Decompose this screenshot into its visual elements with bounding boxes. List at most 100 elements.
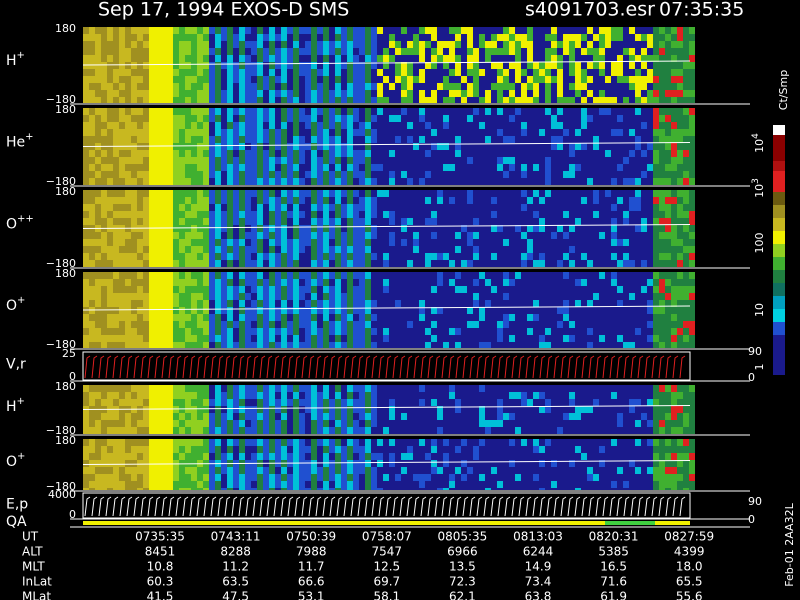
spec-cell [221, 328, 227, 335]
spec-cell [107, 260, 113, 267]
spec-cell [131, 246, 137, 253]
spec-cell [281, 108, 287, 115]
spec-cell [377, 239, 383, 246]
spec-cell [623, 97, 629, 103]
spec-cell [623, 246, 629, 253]
spec-cell [209, 246, 215, 253]
spec-cell [161, 157, 167, 164]
spec-cell [599, 143, 605, 150]
spec-cell [287, 253, 293, 260]
spec-cell [281, 83, 287, 90]
spec-cell [377, 427, 383, 434]
spec-cell [383, 150, 389, 157]
spec-cell [95, 286, 101, 293]
spec-cell [203, 293, 209, 300]
spec-cell [377, 399, 383, 406]
spec-cell [419, 328, 425, 335]
spec-cell [593, 204, 599, 211]
spec-cell [575, 293, 581, 300]
spec-cell [227, 178, 233, 185]
spec-cell [95, 420, 101, 427]
spec-cell [383, 62, 389, 69]
spec-cell [191, 171, 197, 178]
spec-cell [179, 171, 185, 178]
spec-cell [455, 164, 461, 171]
spec-cell [623, 27, 629, 34]
spec-cell [263, 136, 269, 143]
spec-cell [401, 218, 407, 225]
spec-cell [89, 427, 95, 434]
spec-cell [365, 399, 371, 406]
spec-cell [635, 115, 641, 122]
spec-cell [239, 211, 245, 218]
spec-cell [143, 420, 149, 427]
spec-cell [233, 286, 239, 293]
spec-cell [179, 27, 185, 34]
spec-cell [551, 76, 557, 83]
spec-cell [383, 392, 389, 399]
spec-cell [437, 157, 443, 164]
spec-cell [137, 218, 143, 225]
spec-cell [647, 239, 653, 246]
spec-cell [683, 122, 689, 129]
spec-cell [419, 307, 425, 314]
spec-cell [251, 164, 257, 171]
spec-cell [467, 218, 473, 225]
spec-cell [365, 225, 371, 232]
spec-cell [467, 246, 473, 253]
spec-cell [167, 171, 173, 178]
spec-cell [443, 108, 449, 115]
spec-cell [245, 157, 251, 164]
spec-cell [389, 115, 395, 122]
spec-cell [587, 97, 593, 103]
spec-cell [623, 190, 629, 197]
spec-cell [173, 136, 179, 143]
spec-cell [197, 253, 203, 260]
spec-cell [659, 260, 665, 267]
spec-cell [671, 232, 677, 239]
spec-cell [293, 157, 299, 164]
spec-cell [641, 90, 647, 97]
spec-cell [125, 420, 131, 427]
spec-cell [587, 48, 593, 55]
spec-cell [671, 178, 677, 185]
spec-cell [287, 55, 293, 62]
spec-cell [239, 122, 245, 129]
spec-cell [251, 342, 257, 348]
spec-cell [89, 239, 95, 246]
spec-cell [455, 97, 461, 103]
spec-cell [161, 260, 167, 267]
spec-cell [401, 427, 407, 434]
spec-cell [413, 122, 419, 129]
spec-cell [209, 83, 215, 90]
spec-cell [449, 197, 455, 204]
spec-cell [203, 279, 209, 286]
spec-cell [509, 321, 515, 328]
spec-cell [461, 178, 467, 185]
spec-cell [557, 76, 563, 83]
spec-cell [425, 143, 431, 150]
spec-cell [503, 62, 509, 69]
spec-cell [143, 218, 149, 225]
spec-cell [293, 300, 299, 307]
spec-cell [251, 218, 257, 225]
spec-cell [107, 253, 113, 260]
spec-cell [191, 129, 197, 136]
spec-cell [149, 260, 155, 267]
spec-cell [647, 225, 653, 232]
spec-cell [359, 27, 365, 34]
spec-cell [593, 286, 599, 293]
spec-cell [407, 218, 413, 225]
spec-cell [353, 420, 359, 427]
spec-cell [149, 34, 155, 41]
spec-cell [89, 83, 95, 90]
spec-cell [239, 300, 245, 307]
spec-cell [251, 286, 257, 293]
spec-cell [347, 41, 353, 48]
spec-cell [299, 342, 305, 348]
spec-cell [335, 62, 341, 69]
spec-cell [95, 90, 101, 97]
spec-cell [137, 48, 143, 55]
spec-cell [371, 76, 377, 83]
spec-cell [287, 157, 293, 164]
